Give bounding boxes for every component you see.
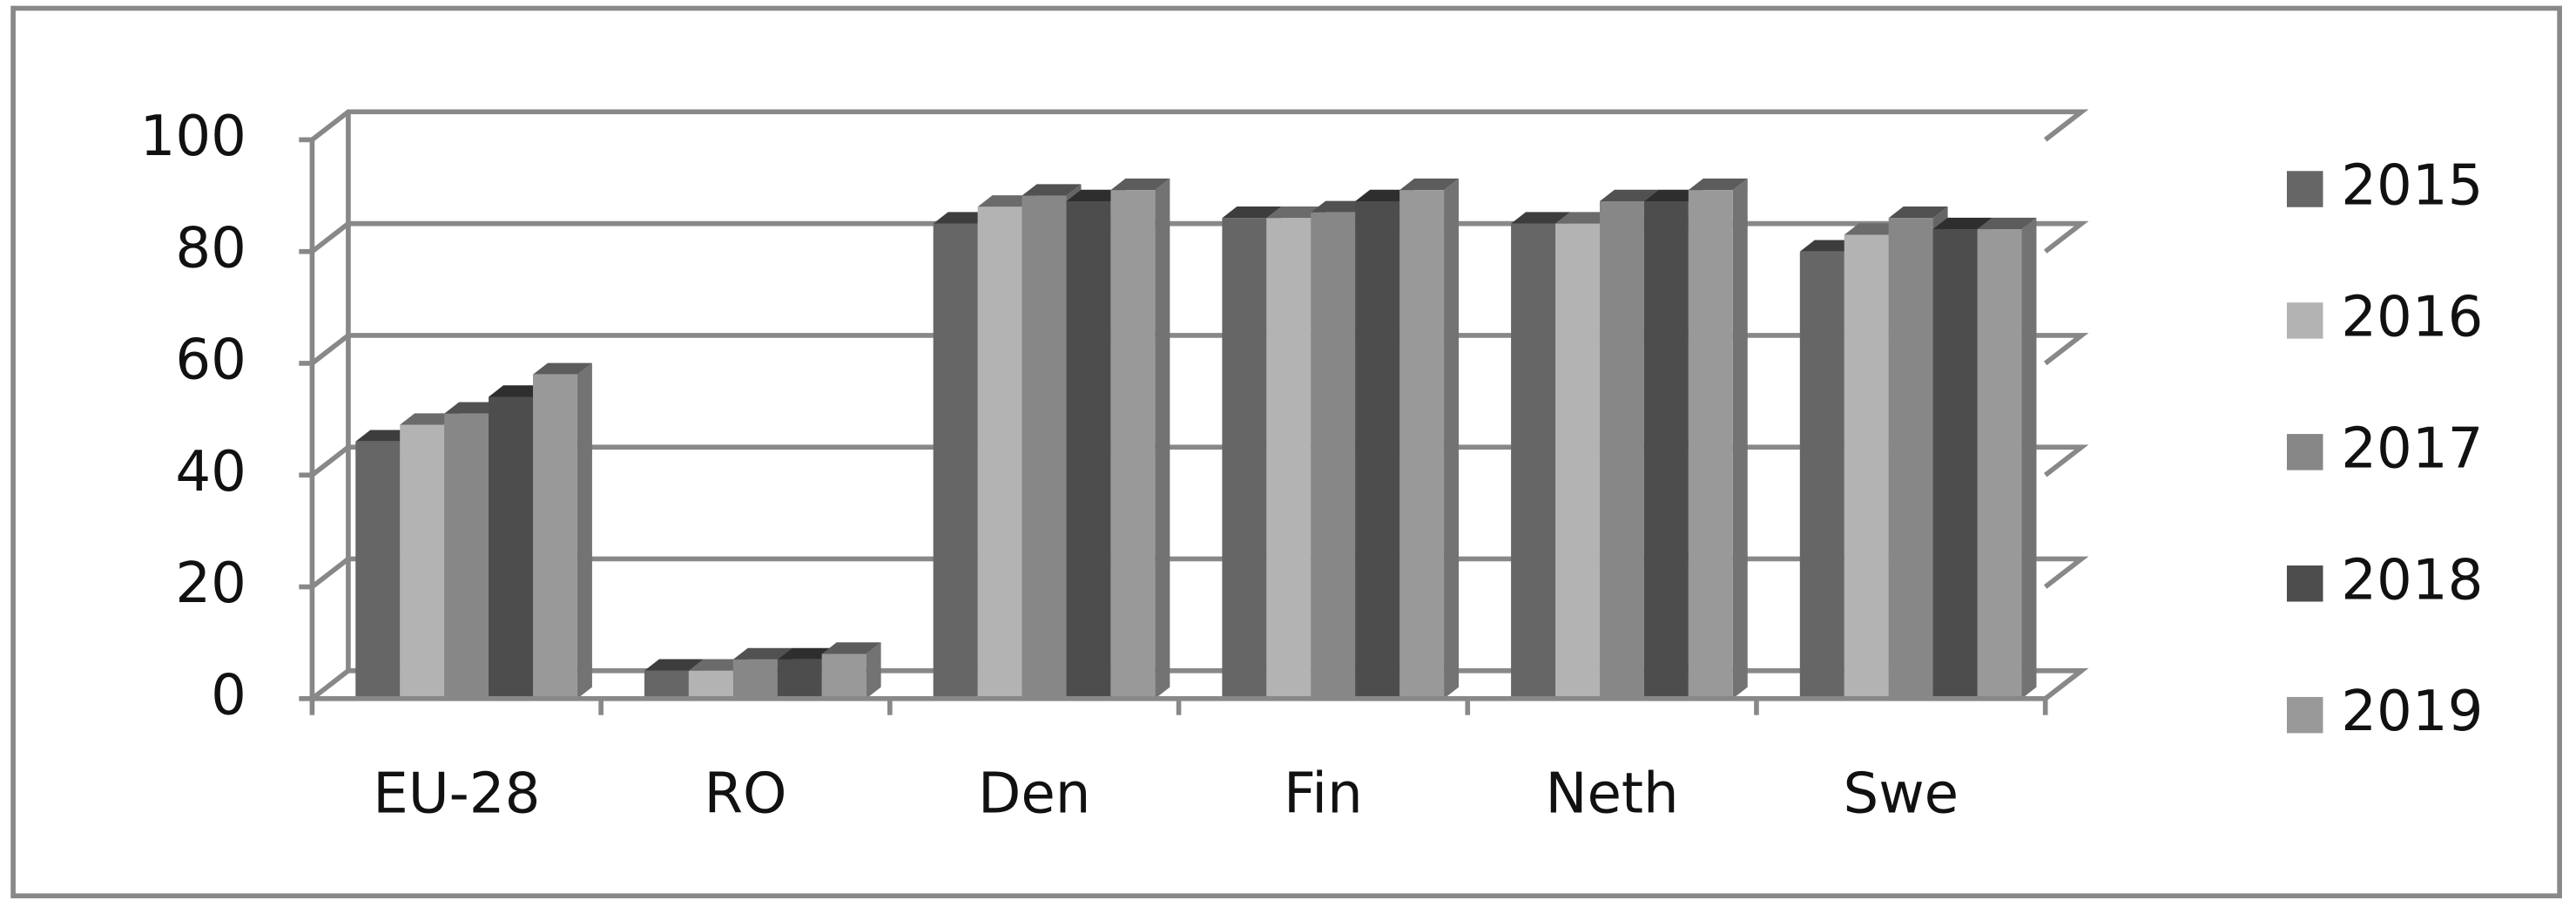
bar-top	[1022, 184, 1082, 196]
bar-top	[1688, 178, 1748, 191]
x-tick-label: EU-28	[373, 762, 540, 827]
legend-swatch	[2286, 434, 2323, 471]
y-tick-label: 20	[175, 551, 246, 616]
legend-label: 2016	[2341, 285, 2483, 350]
bar	[1799, 251, 1844, 699]
legend-swatch	[2286, 696, 2323, 734]
bar	[644, 670, 689, 699]
bar	[1932, 229, 1978, 699]
y-tick-label: 100	[140, 104, 246, 169]
bar-side	[1444, 178, 1460, 699]
legend-swatch	[2286, 565, 2323, 602]
bar-top	[821, 642, 881, 654]
bar	[1977, 229, 2022, 699]
bar-top	[533, 362, 592, 375]
grid-line	[310, 220, 2089, 254]
bar	[1511, 223, 1556, 699]
bar-top	[644, 659, 704, 671]
legend-label: 2015	[2341, 153, 2483, 219]
bar	[1355, 200, 1400, 699]
bar	[777, 659, 822, 699]
y-tick-label: 80	[175, 215, 246, 281]
bar	[1555, 223, 1600, 699]
bar-top	[1110, 178, 1170, 191]
x-tick-label: Swe	[1844, 762, 1959, 827]
bar	[1066, 200, 1111, 699]
legend-label: 2019	[2341, 679, 2483, 744]
bar-top	[1977, 217, 2037, 230]
x-axis-end	[2043, 668, 2083, 701]
bar	[400, 424, 445, 699]
bar-top	[355, 430, 415, 442]
bar	[1399, 190, 1445, 699]
grid-line	[310, 333, 2089, 366]
bar-side	[1732, 178, 1748, 699]
bar	[1599, 200, 1644, 699]
bar	[1266, 218, 1312, 699]
y-tick-label: 60	[175, 328, 246, 393]
x-tick-label: RO	[704, 762, 786, 827]
bar	[355, 441, 401, 699]
y-tick-label: 40	[175, 439, 246, 504]
bar-top	[489, 385, 548, 397]
bar-top	[732, 647, 792, 660]
bar-top	[1222, 206, 1282, 219]
bar	[1888, 218, 1933, 699]
bar	[1643, 200, 1689, 699]
x-tick-label: Neth	[1545, 762, 1678, 827]
bar	[1844, 234, 1889, 699]
bar-top	[1399, 178, 1460, 191]
grid-line	[310, 444, 2089, 477]
bar	[821, 653, 867, 699]
bar	[933, 223, 978, 699]
x-tick-label: Fin	[1284, 762, 1363, 827]
bar	[732, 659, 778, 699]
bar	[444, 413, 489, 699]
bar	[1311, 212, 1356, 699]
legend-label: 2018	[2341, 547, 2483, 613]
bar	[489, 396, 534, 699]
x-tick-label: Den	[978, 762, 1090, 827]
bar	[1110, 190, 1156, 699]
grid-line	[310, 109, 2089, 142]
bar	[1688, 190, 1733, 699]
bar	[977, 206, 1022, 699]
bar	[533, 374, 577, 699]
grid-line	[310, 556, 2089, 589]
legend-swatch	[2286, 171, 2323, 207]
legend-swatch	[2286, 302, 2323, 339]
legend-label: 2017	[2341, 416, 2483, 481]
bar	[688, 670, 733, 699]
bar-top	[1932, 217, 1993, 230]
bar-side	[577, 362, 592, 699]
bar-side	[1155, 178, 1170, 699]
bar-top	[1511, 212, 1571, 224]
bar-top	[1888, 206, 1948, 219]
bar	[1022, 195, 1067, 699]
bar-top	[1599, 189, 1659, 201]
y-tick-label: 0	[211, 662, 246, 728]
bar-side	[866, 642, 881, 699]
bar	[1222, 218, 1267, 699]
bar-side	[2021, 217, 2037, 699]
